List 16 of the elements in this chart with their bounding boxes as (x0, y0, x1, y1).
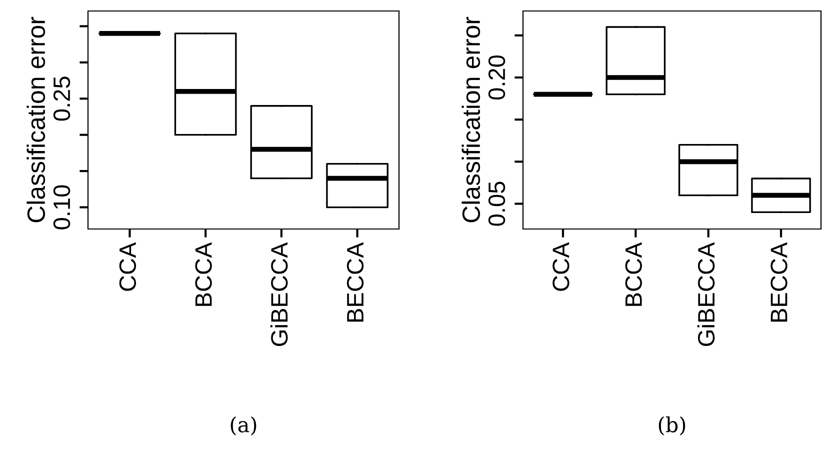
x-tick-label: CCA (552, 242, 570, 291)
x-tick-label: BECCA (770, 242, 788, 322)
y-tick-label: 0.20 (488, 55, 506, 100)
x-tick-label: CCA (119, 242, 136, 291)
text: (b) (658, 416, 686, 436)
y-axis-title: Classification error (26, 16, 46, 222)
y-tick-label: 0.25 (53, 76, 70, 121)
text: (a) (230, 416, 256, 436)
y-tick-label: 0.05 (488, 182, 506, 226)
x-tick-label: BECCA (346, 242, 364, 322)
x-tick-label: BCCA (195, 242, 212, 306)
x-tick-label: GiBECCA (697, 242, 715, 346)
y-tick-label: 0.10 (53, 185, 70, 230)
y-axis-title: Classification error (462, 16, 480, 222)
x-tick-label: BCCA (625, 242, 642, 306)
x-tick-label: GiBECCA (270, 242, 288, 346)
